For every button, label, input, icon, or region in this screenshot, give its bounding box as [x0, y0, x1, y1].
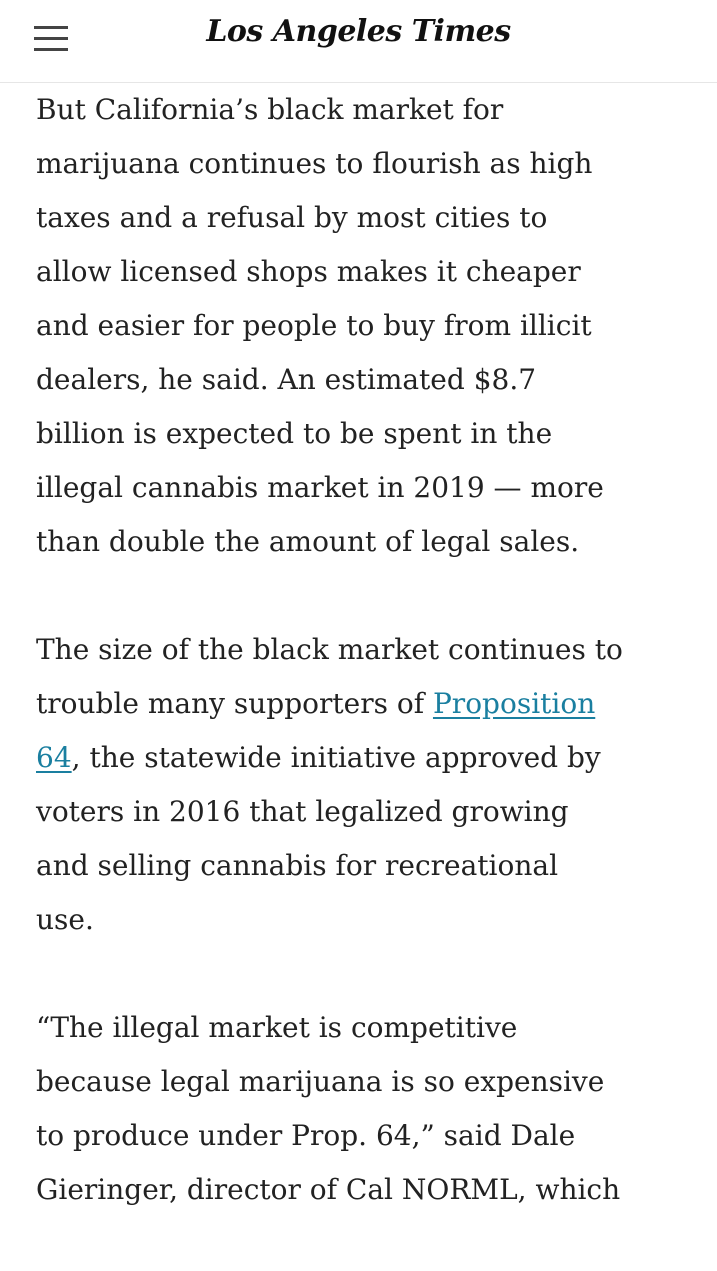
text-line: allow licensed shops makes it cheaper	[36, 255, 581, 288]
proposition-64-link-cont[interactable]: 64	[36, 741, 72, 774]
site-logo[interactable]: Los Angeles Times	[206, 14, 511, 49]
text-line: The size of the black market continues t…	[36, 633, 623, 666]
text-line: 64, the statewide initiative approved by	[36, 731, 623, 785]
text-line: illegal cannabis market in 2019 — more	[36, 471, 604, 504]
text-line: because legal marijuana is so expensive	[36, 1065, 605, 1098]
text-line: and selling cannabis for recreational	[36, 849, 559, 882]
text-line: billion is expected to be spent in the	[36, 417, 553, 450]
hamburger-menu-icon[interactable]	[34, 26, 68, 52]
text-line: taxes and a refusal by most cities to	[36, 201, 548, 234]
proposition-64-link[interactable]: Proposition	[432, 687, 596, 720]
text-line: trouble many supporters of Proposition	[36, 677, 623, 731]
article-body: But California’s black market for mariju…	[36, 83, 623, 1271]
paragraph-3: “The illegal market is competitive becau…	[36, 1001, 623, 1217]
text-line: But California’s black market for	[36, 93, 504, 126]
text-line: use.	[36, 903, 94, 936]
text-line: “The illegal market is competitive	[36, 1011, 518, 1044]
text-line: dealers, he said. An estimated $8.7	[36, 363, 537, 396]
site-header: Los Angeles Times	[0, 0, 717, 83]
text-line: and easier for people to buy from illici…	[36, 309, 592, 342]
text-segment: , the statewide initiative approved by	[71, 741, 601, 774]
paragraph-2: The size of the black market continues t…	[36, 623, 623, 947]
text-line: than double the amount of legal sales.	[36, 525, 580, 558]
text-line: Gieringer, director of Cal NORML, which	[36, 1173, 621, 1206]
text-line: voters in 2016 that legalized growing	[36, 795, 569, 828]
text-line: marijuana continues to flourish as high	[36, 147, 593, 180]
text-line: to produce under Prop. 64,” said Dale	[36, 1119, 576, 1152]
paragraph-1: But California’s black market for mariju…	[36, 83, 623, 569]
text-segment: trouble many supporters of	[36, 687, 433, 720]
